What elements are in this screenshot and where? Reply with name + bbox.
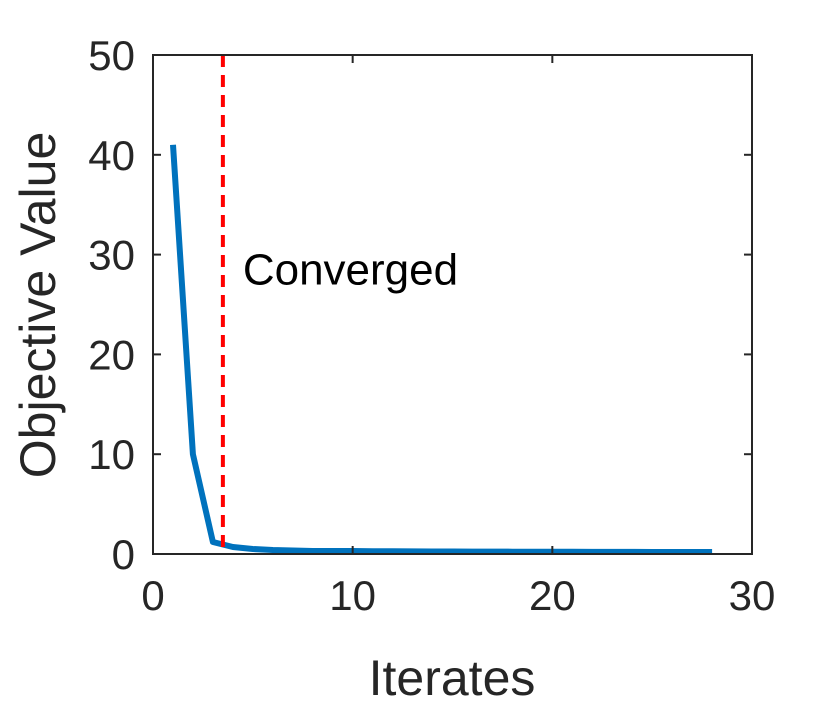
x-tick-label-3: 30 <box>729 572 776 619</box>
x-tick-label-2: 20 <box>529 572 576 619</box>
x-axis-label: Iterates <box>369 650 536 706</box>
x-tick-label-0: 0 <box>141 572 164 619</box>
y-tick-label-4: 40 <box>88 132 135 179</box>
y-axis-label: Objective Value <box>10 132 66 478</box>
y-tick-label-5: 50 <box>88 32 135 79</box>
y-tick-label-1: 10 <box>88 431 135 478</box>
y-tick-label-0: 0 <box>112 531 135 578</box>
series-line-0 <box>170 144 713 555</box>
plot-frame <box>152 54 753 555</box>
x-tick-label-1: 10 <box>329 572 376 619</box>
converged-annotation: Converged <box>243 246 458 295</box>
y-tick-label-2: 20 <box>88 331 135 378</box>
y-tick-label-3: 30 <box>88 232 135 279</box>
plot-area <box>153 55 752 554</box>
